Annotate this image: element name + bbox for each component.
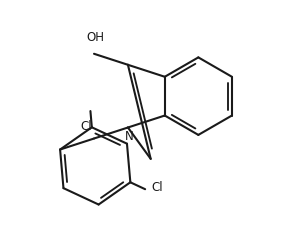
Text: Cl: Cl (81, 120, 92, 133)
Text: Cl: Cl (151, 181, 163, 194)
Text: N: N (125, 130, 133, 143)
Text: OH: OH (86, 31, 104, 43)
